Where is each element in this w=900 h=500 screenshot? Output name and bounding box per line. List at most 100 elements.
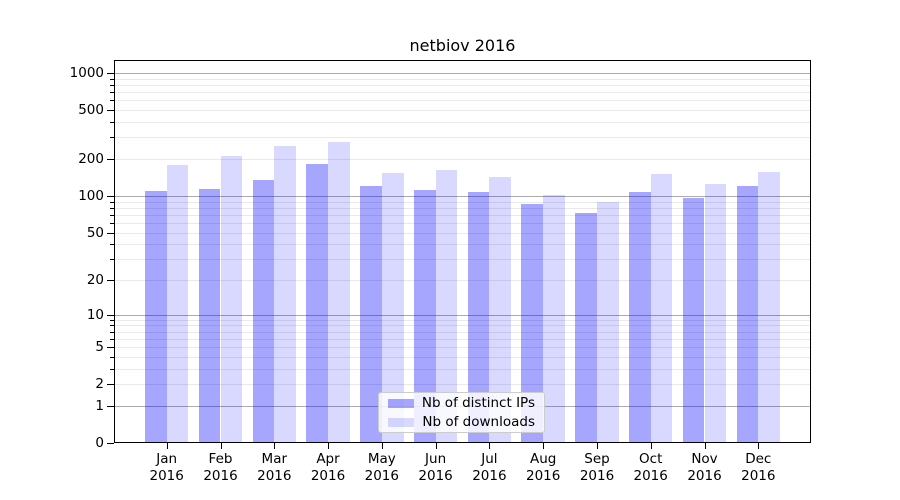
y-tick-minor [110, 100, 114, 102]
bar-distinct-ips-apr [306, 163, 328, 442]
bar-distinct-ips-feb [198, 188, 221, 442]
bar-downloads-aug [543, 194, 565, 442]
y-tick-label: 2 [95, 376, 104, 393]
bar-downloads-oct [650, 174, 673, 442]
y-tick-label: 200 [78, 151, 104, 167]
x-tick [543, 443, 545, 449]
x-tick [597, 443, 598, 449]
y-tick-minor [110, 201, 114, 203]
bar-distinct-ips-mar [252, 179, 275, 442]
y-gridline-minor [114, 100, 811, 102]
bar-downloads-mar [274, 146, 297, 442]
x-tick [704, 443, 706, 449]
bar-downloads-nov [704, 184, 727, 442]
y-tick-label: 10 [86, 306, 104, 323]
y-tick-minor [110, 92, 114, 94]
y-tick-label: 100 [78, 187, 104, 204]
y-tick-minor [110, 319, 114, 321]
bar-distinct-ips-may [360, 186, 382, 442]
y-gridline-minor [114, 122, 811, 123]
bar-downloads-may [381, 172, 404, 442]
x-tick-label: Nov 2016 [687, 451, 722, 484]
bar-distinct-ips-jan [144, 190, 167, 442]
x-tick-label: Jul 2016 [472, 451, 507, 484]
y-tick [107, 159, 114, 160]
y-gridline-minor [114, 159, 811, 160]
x-tick-label: Sep 2016 [579, 451, 615, 484]
x-tick-label: Aug 2016 [526, 451, 561, 484]
x-tick-label: Jan 2016 [149, 451, 184, 484]
y-tick-label: 50 [86, 224, 104, 241]
x-tick [274, 443, 276, 449]
y-tick [107, 314, 114, 316]
y-tick-minor [110, 325, 114, 327]
y-tick [107, 280, 114, 281]
x-tick [650, 443, 652, 449]
x-tick-label: May 2016 [364, 451, 399, 484]
x-tick-label: Mar 2016 [257, 451, 292, 484]
y-tick-minor [110, 85, 114, 86]
y-tick-minor [110, 222, 114, 224]
y-tick-minor [110, 137, 114, 139]
legend-label-distinct-ips: Nb of distinct IPs [421, 395, 535, 411]
bar-downloads-jan [166, 164, 189, 442]
x-tick [435, 443, 437, 449]
x-tick-label: Apr 2016 [310, 451, 346, 484]
chart-title: netbiov 2016 [409, 36, 516, 55]
bar-downloads-jul [489, 176, 512, 442]
y-tick [107, 443, 114, 444]
x-tick-label: Feb 2016 [203, 451, 238, 484]
legend-swatch-downloads [388, 417, 415, 427]
bar-distinct-ips-nov [682, 197, 705, 442]
x-tick [381, 443, 383, 449]
x-tick-label: Oct 2016 [633, 451, 668, 484]
y-tick-minor [110, 368, 114, 370]
y-gridline-minor [114, 92, 811, 94]
bar-downloads-dec [758, 171, 781, 442]
bar-downloads-apr [328, 142, 350, 442]
bar-downloads-feb [220, 156, 243, 442]
y-tick-label: 0 [95, 435, 104, 451]
y-tick-minor [110, 331, 114, 333]
x-tick [328, 443, 329, 449]
y-tick [107, 232, 114, 234]
x-tick [758, 443, 760, 449]
y-tick-minor [110, 244, 114, 246]
y-tick [107, 195, 114, 197]
y-tick-minor [110, 214, 114, 216]
y-gridline-minor [114, 85, 811, 86]
x-tick [489, 443, 491, 449]
y-tick-label: 1000 [69, 65, 104, 81]
y-tick [107, 347, 114, 349]
bar-distinct-ips-dec [736, 186, 759, 442]
x-tick [220, 443, 222, 449]
bar-distinct-ips-aug [521, 203, 544, 442]
x-tick [166, 443, 168, 449]
bar-distinct-ips-oct [628, 191, 651, 442]
legend-label-downloads: Nb of downloads [422, 414, 535, 430]
bar-downloads-sep [597, 201, 619, 442]
y-tick-minor [110, 207, 114, 209]
bar-distinct-ips-jun [413, 189, 436, 442]
bar-downloads-jun [435, 169, 458, 442]
x-tick-label: Jun 2016 [418, 451, 453, 484]
legend-item-distinct-ips: Nb of distinct IPs [388, 395, 535, 411]
y-tick [107, 384, 114, 386]
y-tick-minor [110, 259, 114, 261]
y-gridline-major [114, 73, 811, 74]
y-tick-label: 5 [95, 339, 104, 356]
legend-item-downloads: Nb of downloads [388, 414, 535, 430]
y-gridline-minor [114, 137, 811, 139]
y-tick-minor [110, 122, 114, 123]
y-tick [107, 405, 114, 407]
y-gridline-minor [114, 78, 811, 80]
y-tick [107, 73, 114, 74]
bar-distinct-ips-jul [467, 191, 490, 442]
y-gridline-minor [114, 110, 811, 112]
y-tick-minor [110, 78, 114, 80]
y-tick [107, 110, 114, 112]
legend: Nb of distinct IPs Nb of downloads [378, 392, 545, 433]
bar-distinct-ips-sep [575, 212, 597, 442]
legend-swatch-distinct-ips [388, 398, 414, 408]
